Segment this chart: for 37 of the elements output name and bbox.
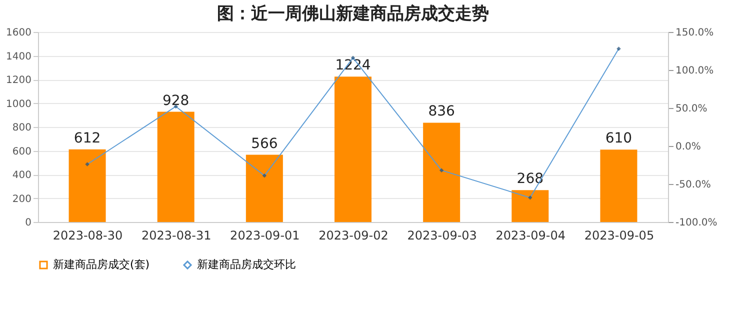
y-tick-label: 400 <box>12 170 32 181</box>
x-tick-label: 2023-09-04 <box>496 228 566 242</box>
bar <box>246 154 283 222</box>
data-label: 566 <box>251 136 278 152</box>
y-tick-label: 200 <box>12 194 32 205</box>
bar <box>334 76 372 222</box>
legend-label: 新建商品房成交(套) <box>53 258 150 271</box>
bar <box>68 149 106 222</box>
x-tick-label: 2023-08-30 <box>52 228 123 242</box>
x-tick-label: 2023-09-02 <box>318 228 388 242</box>
bar <box>600 150 638 222</box>
y2-tick-label: -50.0% <box>676 180 711 190</box>
x-tick-label: 2023-09-01 <box>230 228 300 242</box>
x-tick-label: 2023-08-31 <box>141 228 212 242</box>
data-label: 928 <box>162 92 190 109</box>
y-tick-label: 1400 <box>6 51 32 62</box>
y2-tick-label: -100.0% <box>676 218 718 228</box>
y-tick-label: 1000 <box>6 98 32 110</box>
chart-title: 图：近一周佛山新建商品房成交走势 <box>217 4 489 24</box>
y-tick-label: 600 <box>12 146 32 158</box>
x-tick-label: 2023-09-05 <box>584 228 654 242</box>
y-tick-label: 1200 <box>6 75 32 86</box>
y2-tick-label: 50.0% <box>676 104 708 114</box>
y2-tick-label: 100.0% <box>676 66 714 76</box>
data-label: 836 <box>428 104 456 120</box>
bar <box>423 122 460 222</box>
data-label: 612 <box>74 130 101 146</box>
legend-label: 新建商品房成交环比 <box>197 258 296 271</box>
bar <box>512 190 549 222</box>
y-tick-label: 800 <box>12 122 32 134</box>
bar <box>157 112 194 222</box>
y2-tick-label: 0.0% <box>676 142 701 152</box>
data-label: 610 <box>605 130 632 147</box>
y-tick-label: 1600 <box>6 28 32 38</box>
y-tick-label: 0 <box>25 218 32 228</box>
x-tick-label: 2023-09-03 <box>407 228 477 242</box>
y2-tick-label: 150.0% <box>676 28 714 38</box>
